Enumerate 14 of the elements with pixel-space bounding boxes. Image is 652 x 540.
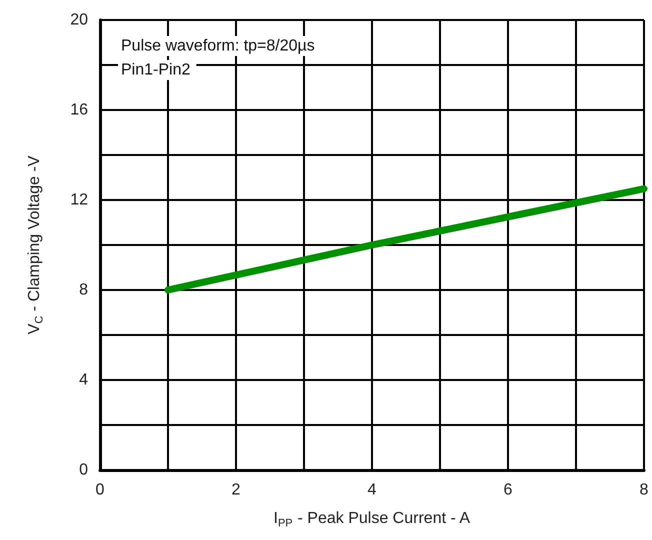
x-tick-label: 4 [368, 482, 377, 498]
y-tick-label: 16 [70, 102, 88, 118]
y-tick-label: 8 [79, 282, 88, 298]
y-tick-label: 20 [70, 12, 88, 28]
y-tick-label: 4 [79, 372, 88, 388]
x-tick-label: 0 [96, 482, 105, 498]
y-axis-title: VC - Clamping Voltage -V [26, 155, 46, 334]
y-tick-label: 12 [70, 192, 88, 208]
annotation: Pulse waveform: tp=8/20µs [121, 38, 315, 54]
annotation: Pin1-Pin2 [121, 62, 190, 78]
x-tick-label: 2 [232, 482, 241, 498]
y-tick-label: 0 [79, 462, 88, 478]
x-tick-label: 6 [504, 482, 513, 498]
x-tick-label: 8 [640, 482, 649, 498]
